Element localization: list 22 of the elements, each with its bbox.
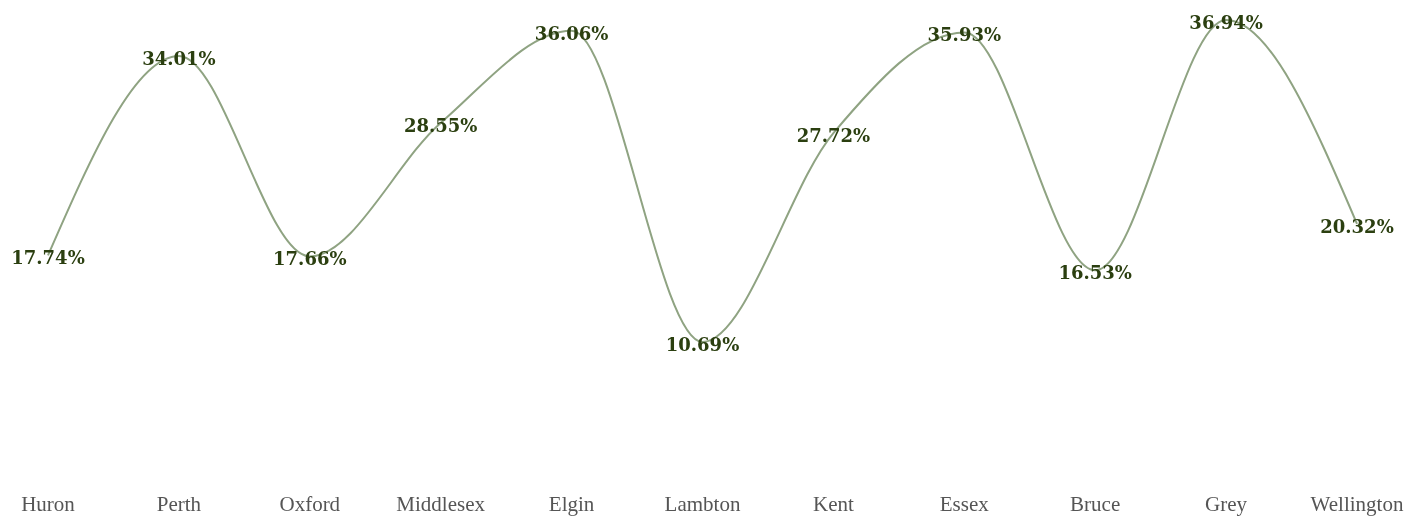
data-label: 20.32% (1320, 215, 1394, 237)
x-tick-label: Huron (21, 492, 76, 516)
x-tick-label: Oxford (279, 492, 341, 516)
data-label: 10.69% (665, 333, 740, 355)
data-label: 17.66% (273, 248, 347, 270)
data-label: 35.93% (927, 24, 1002, 46)
data-label: 16.53% (1058, 262, 1132, 284)
data-label: 28.55% (403, 114, 478, 136)
data-label: 17.74% (11, 247, 85, 269)
x-tick-label: Perth (156, 492, 202, 516)
x-tick-label: Grey (1205, 492, 1248, 516)
data-label: 36.06% (534, 22, 609, 44)
x-tick-label: Middlesex (396, 492, 486, 516)
x-tick-label: Wellington (1310, 492, 1404, 516)
x-tick-label: Kent (812, 492, 854, 516)
x-tick-label: Lambton (664, 492, 741, 516)
data-label: 36.94% (1189, 12, 1263, 33)
data-label: 27.72% (796, 125, 871, 147)
x-tick-label: Elgin (548, 492, 595, 516)
x-tick-label: Essex (939, 492, 990, 516)
x-tick-label: Bruce (1070, 492, 1121, 516)
data-label: 34.01% (142, 47, 216, 69)
